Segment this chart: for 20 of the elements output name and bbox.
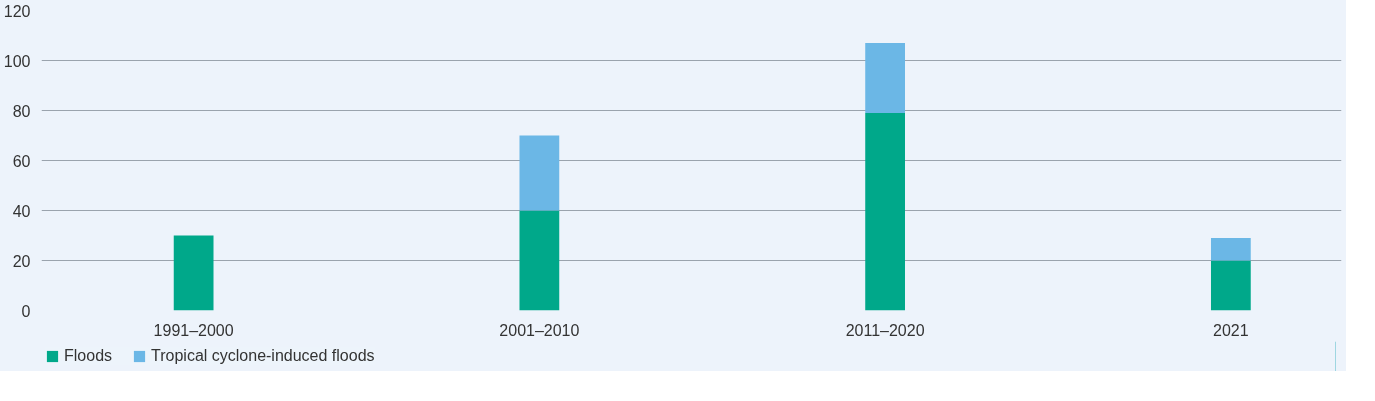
y-tick-label: 0 [21,302,31,320]
y-tick-label: 40 [12,202,31,220]
bar [865,113,905,311]
y-tick-label: 60 [12,152,31,170]
bar [519,210,560,311]
y-tick-label: 80 [12,102,31,120]
x-tick-label: 2011–2020 [845,321,925,339]
x-tick-label: 1991–2000 [153,321,234,339]
bar [519,135,560,211]
y-tick-label: 20 [12,252,31,270]
legend-label: Floods [64,347,113,365]
y-tick-label: 100 [3,52,31,70]
y-tick-label: 120 [3,2,31,20]
bar [1210,238,1251,261]
bar [173,235,214,311]
bar [865,43,905,113]
x-tick-label: 2001–2010 [499,321,580,339]
x-tick-label: 2021 [1213,321,1249,339]
bar [1210,260,1251,311]
legend-label: Tropical cyclone-induced floods [151,347,375,365]
